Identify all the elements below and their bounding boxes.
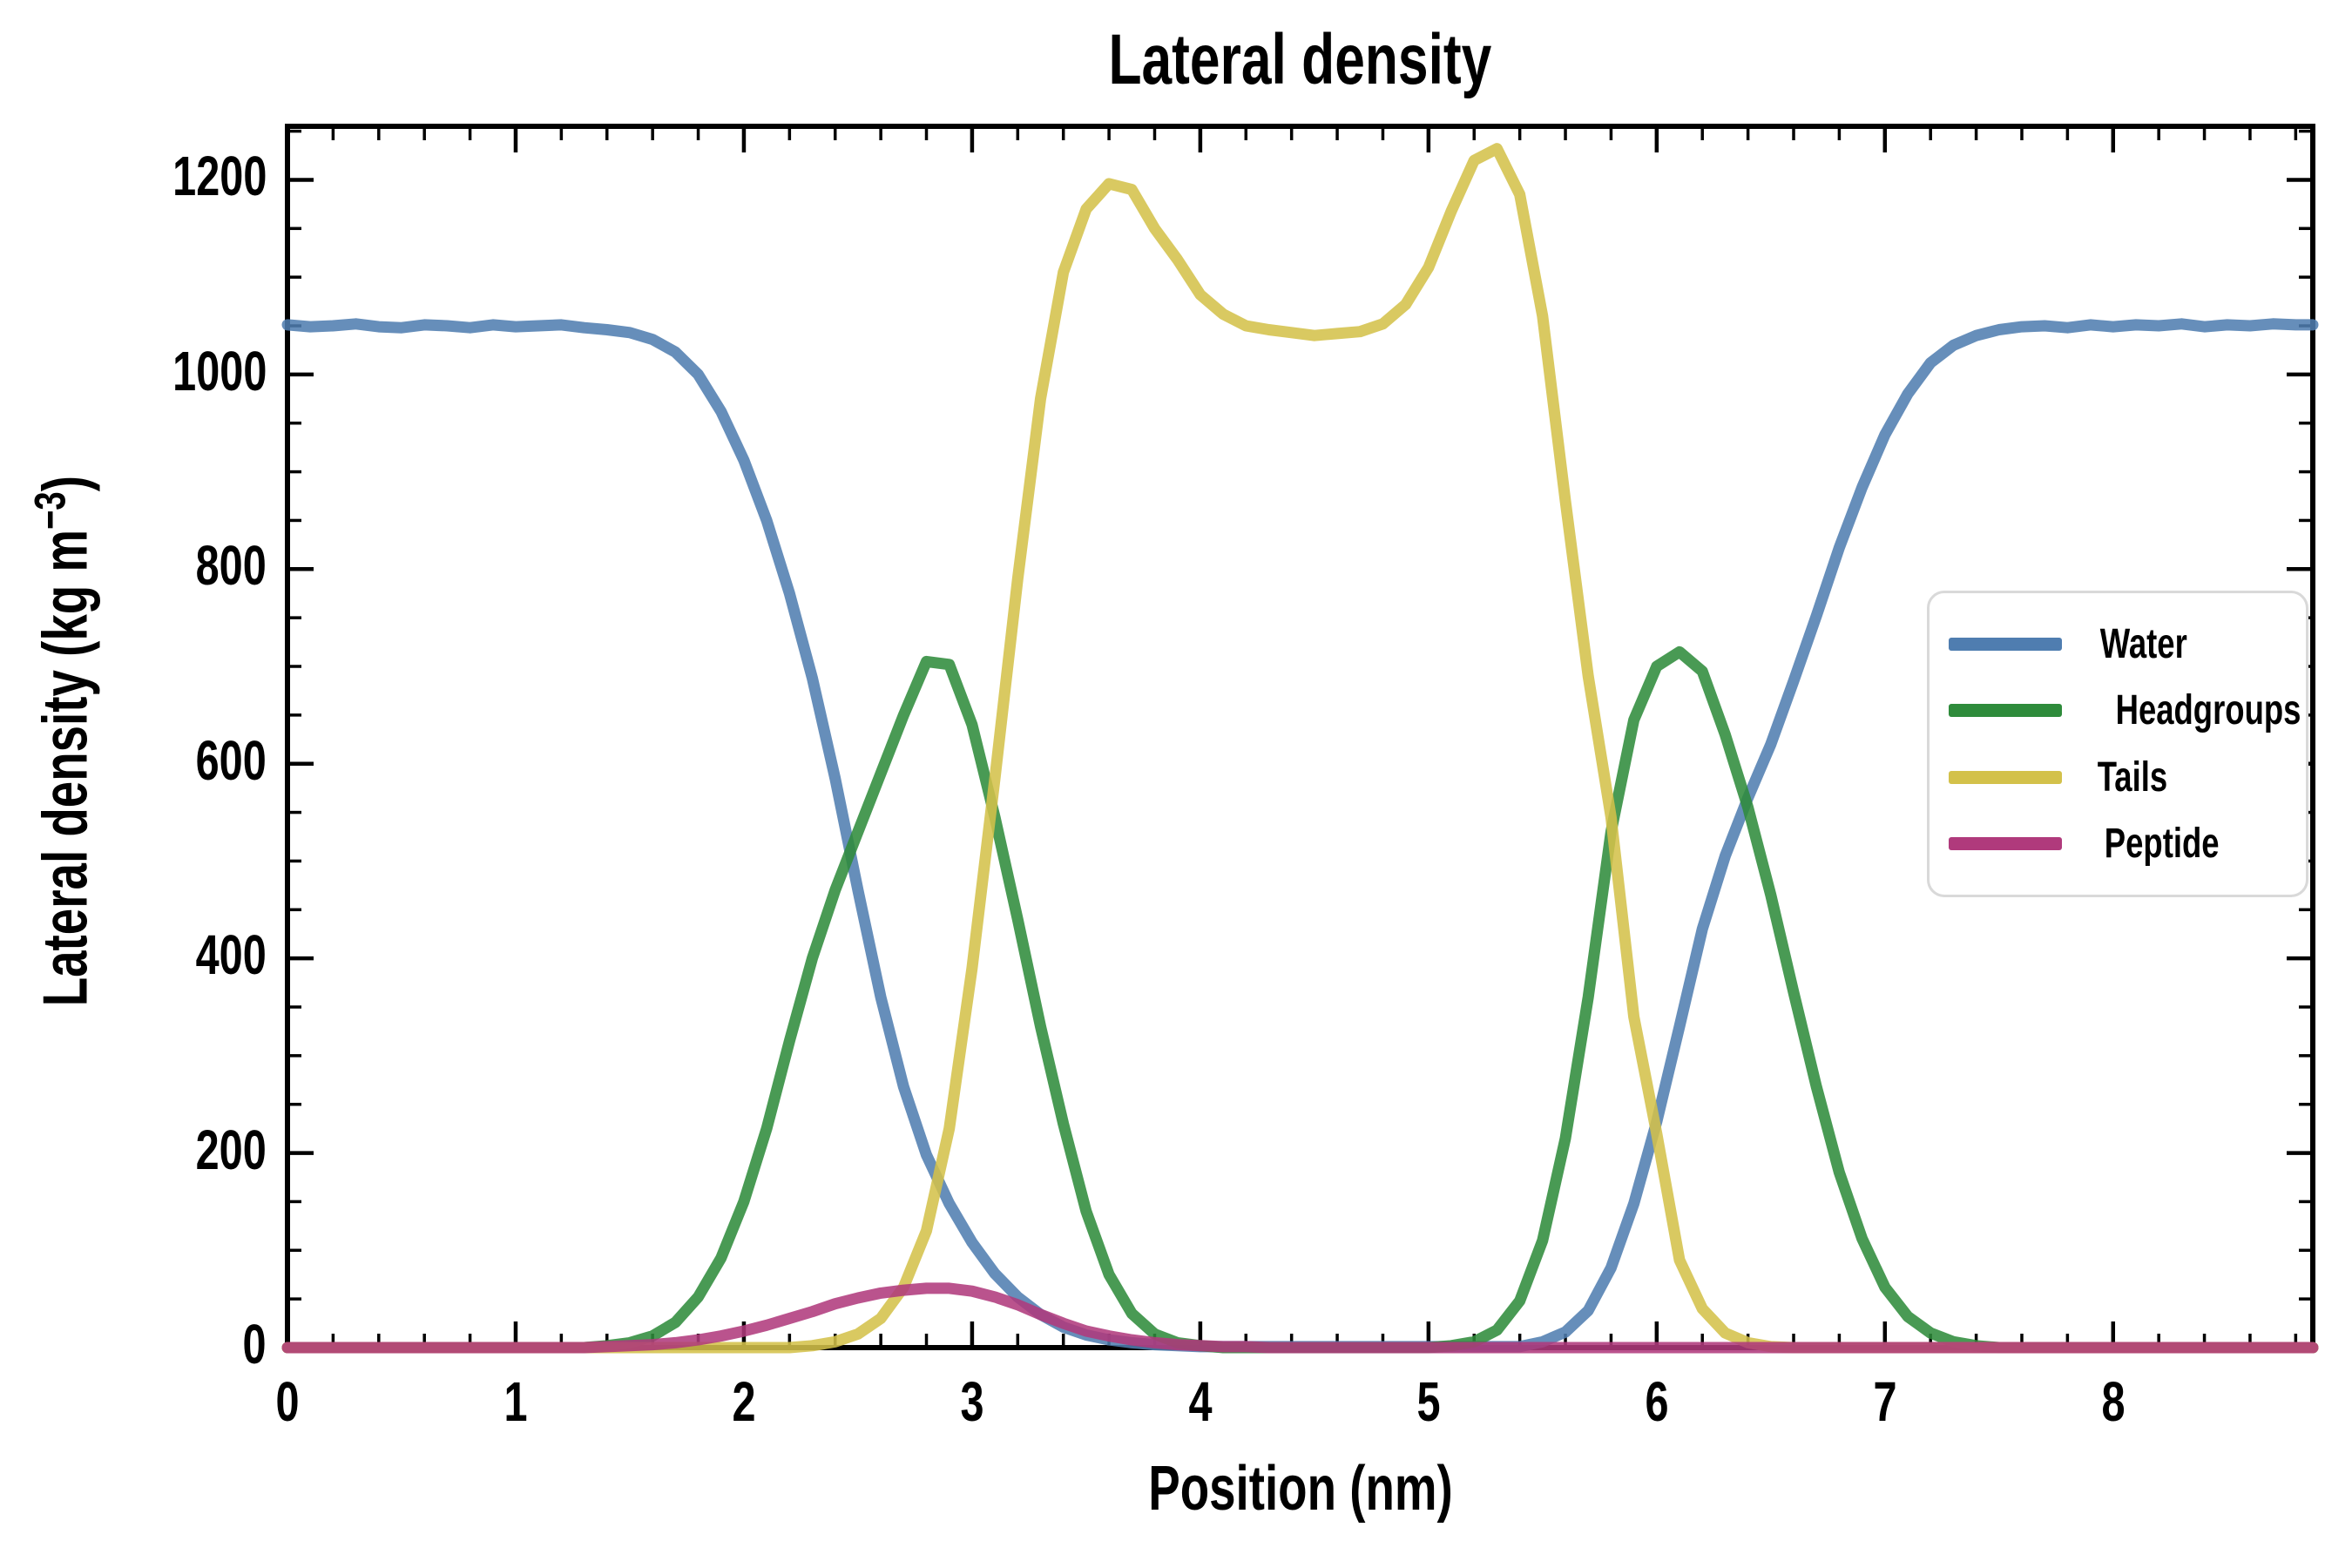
x-tick-label-6: 6 — [1645, 1370, 1669, 1433]
legend-item-peptide: Peptide — [1949, 820, 2297, 868]
y-tick-label-0: 0 — [242, 1313, 267, 1375]
y-tick-label-800: 800 — [195, 534, 267, 598]
y-tick-label-600: 600 — [195, 728, 267, 792]
y-axis-label-exponent: −3 — [24, 491, 75, 530]
x-tick-label-5: 5 — [1416, 1370, 1441, 1433]
legend-label-peptide: Peptide — [2104, 820, 2220, 867]
legend-item-tails: Tails — [1949, 754, 2297, 801]
x-tick-label-8: 8 — [2101, 1370, 2126, 1433]
tails-line-swatch — [1949, 770, 2062, 784]
x-tick-label-1: 1 — [504, 1370, 528, 1433]
legend-label-water: Water — [2099, 621, 2187, 668]
legend-item-water: Water — [1949, 620, 2297, 668]
legend: Water Headgroups Tails Peptide — [1927, 591, 2308, 897]
water-line-swatch — [1949, 638, 2062, 652]
chart-title: Lateral density — [287, 19, 2313, 101]
legend-label-headgroups: Headgroups — [2115, 687, 2301, 734]
x-tick-label-3: 3 — [960, 1370, 984, 1433]
headgroups-line-swatch — [1949, 704, 2062, 718]
x-axis-label-text: Position (nm) — [1147, 1454, 1453, 1524]
x-tick-label-0: 0 — [275, 1370, 300, 1433]
x-tick-label-7: 7 — [1873, 1370, 1897, 1433]
peptide-line-swatch — [1949, 836, 2062, 850]
legend-item-headgroups: Headgroups — [1949, 686, 2301, 734]
y-tick-label-200: 200 — [195, 1118, 267, 1181]
y-tick-label-1000: 1000 — [172, 339, 267, 402]
x-tick-label-2: 2 — [732, 1370, 756, 1433]
y-tick-label-1200: 1200 — [172, 145, 267, 208]
legend-label-tails: Tails — [2097, 754, 2168, 801]
x-axis-label: Position (nm) — [287, 1453, 2313, 1524]
y-tick-label-400: 400 — [195, 923, 267, 987]
x-tick-label-4: 4 — [1188, 1370, 1213, 1433]
chart-title-text: Lateral density — [1108, 20, 1492, 99]
peptide-line — [281, 1282, 2319, 1354]
